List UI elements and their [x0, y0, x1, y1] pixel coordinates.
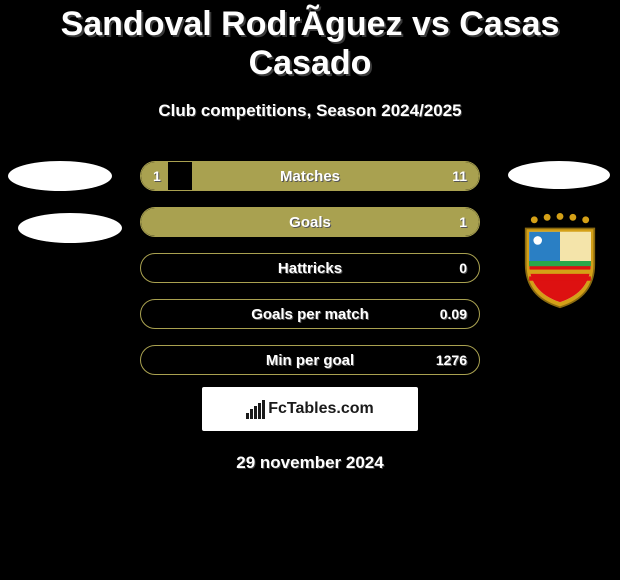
- stat-label: Hattricks: [278, 260, 342, 277]
- club-crest-right: [512, 213, 608, 309]
- stat-label: Min per goal: [266, 352, 354, 369]
- player-left-avatar-placeholder: [8, 161, 112, 191]
- stat-label: Matches: [280, 168, 340, 185]
- stat-right-value: 1: [459, 214, 467, 230]
- bar-chart-icon: [246, 399, 266, 419]
- date-label: 29 november 2024: [0, 453, 620, 473]
- stat-row-hattricks: Hattricks 0: [140, 253, 480, 283]
- stat-label: Goals: [289, 214, 331, 231]
- stat-row-goals: Goals 1: [140, 207, 480, 237]
- stat-right-value: 0.09: [440, 306, 467, 322]
- title: Sandoval RodrÃ­guez vs Casas Casado: [0, 5, 620, 83]
- player-left-avatar-placeholder-2: [18, 213, 122, 243]
- stat-row-mpg: Min per goal 1276: [140, 345, 480, 375]
- branding-text: FcTables.com: [268, 400, 374, 418]
- stats-area: 1 Matches 11 Goals 1 Hattricks 0 Goals p…: [0, 161, 620, 375]
- comparison-widget: Sandoval RodrÃ­guez vs Casas Casado Club…: [0, 0, 620, 473]
- stat-row-gpm: Goals per match 0.09: [140, 299, 480, 329]
- stat-right-value: 1276: [436, 352, 467, 368]
- stat-right-value: 0: [459, 260, 467, 276]
- stat-label: Goals per match: [251, 306, 369, 323]
- shield-icon: [517, 213, 603, 309]
- stat-left-value: 1: [153, 168, 161, 184]
- fctables-branding-link[interactable]: FcTables.com: [202, 387, 418, 431]
- subtitle: Club competitions, Season 2024/2025: [0, 101, 620, 121]
- stat-row-matches: 1 Matches 11: [140, 161, 480, 191]
- player-right-avatar-placeholder: [508, 161, 610, 189]
- stat-right-value: 11: [452, 168, 467, 184]
